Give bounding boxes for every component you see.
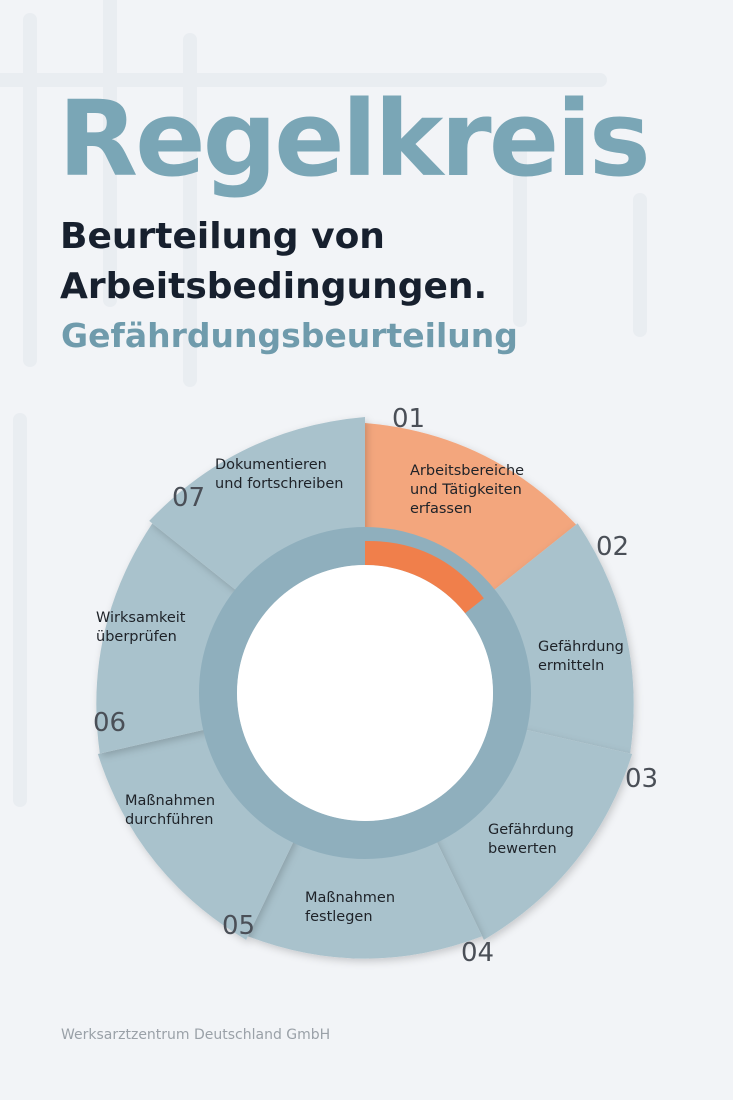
background-decor: [0, 0, 640, 800]
step-label: überprüfen: [96, 629, 177, 645]
step-label: und Tätigkeiten: [410, 482, 522, 498]
step-label: festlegen: [305, 909, 373, 925]
step-label: Gefährdung: [538, 639, 624, 655]
step-number: 04: [461, 938, 494, 968]
tagline: Gefährdungsbeurteilung: [61, 316, 518, 355]
step-number: 07: [172, 483, 205, 513]
step-label: Gefährdung: [488, 822, 574, 838]
step-label: ermitteln: [538, 658, 604, 674]
step-label: Maßnahmen: [125, 793, 215, 809]
step-number: 05: [222, 911, 255, 941]
subtitle: Beurteilung von: [60, 216, 385, 257]
subtitle: Arbeitsbedingungen.: [60, 266, 487, 307]
step-label: Dokumentieren: [215, 457, 327, 473]
step-number: 03: [625, 764, 658, 794]
step-number: 02: [596, 532, 629, 562]
step-label: und fortschreiben: [215, 476, 343, 492]
title: Regelkreis: [58, 78, 648, 200]
step-number: 01: [392, 404, 425, 434]
step-label: Wirksamkeit: [96, 610, 186, 626]
ring-highlight: [365, 540, 484, 614]
footer: Werksarztzentrum Deutschland GmbH: [61, 1027, 330, 1043]
cycle-diagram: 01 Arbeitsbereiche und Tätigkeiten erfassen…: [93, 404, 658, 968]
step-number: 06: [93, 708, 126, 738]
step-label: bewerten: [488, 841, 557, 857]
center: [237, 565, 493, 821]
step-label: Maßnahmen: [305, 890, 395, 906]
step-label: erfassen: [410, 501, 472, 517]
step-label: durchführen: [125, 812, 213, 828]
step-label: Arbeitsbereiche: [410, 463, 524, 479]
